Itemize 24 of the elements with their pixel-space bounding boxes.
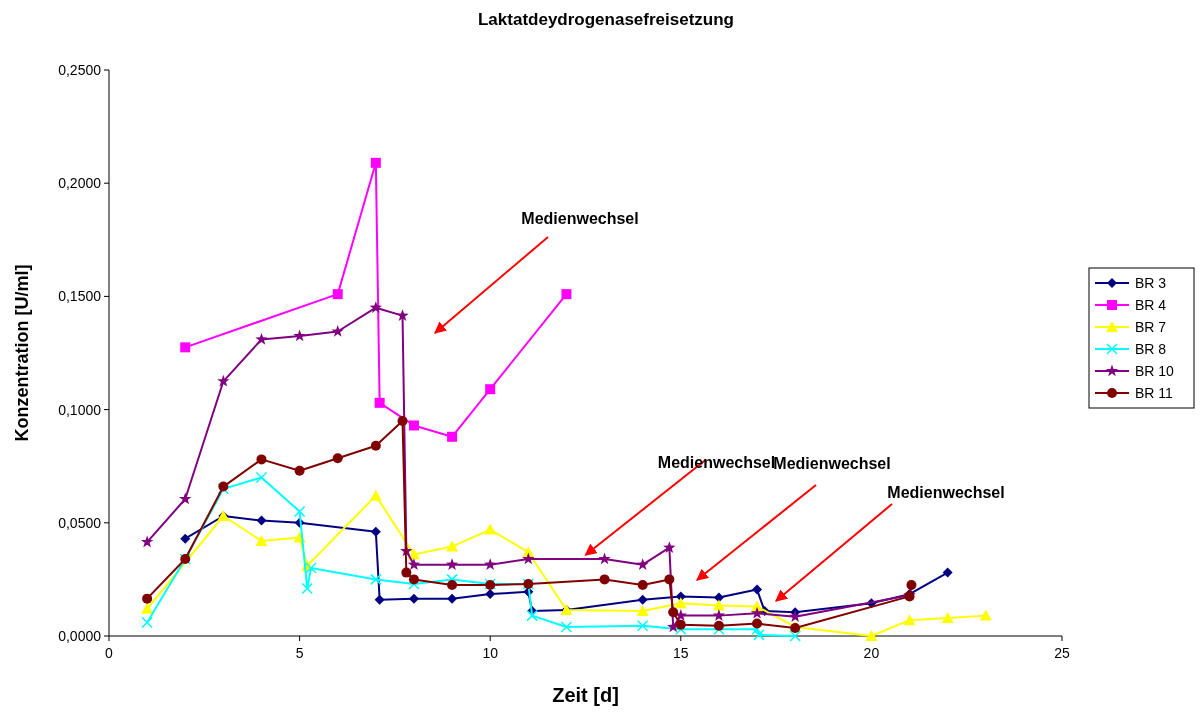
legend-label: BR 3 [1135,274,1167,291]
x-tick-label: 25 [1054,645,1070,661]
legend-label: BR 11 [1135,384,1174,401]
y-tick-label: 0,0000 [58,627,102,644]
x-tick-label: 15 [673,645,689,661]
y-tick-label: 0,1000 [58,401,102,418]
annotation: Medienwechsel [521,209,639,227]
y-axis-title: Konzentration [U/ml] [12,264,32,442]
x-tick-label: 20 [863,645,880,661]
y-tick-label: 0,1500 [58,288,102,305]
chart-title: Laktatdeydrogenasefreisetzung [477,10,735,29]
y-tick-label: 0,2000 [58,175,102,192]
x-tick-label: 5 [295,645,304,661]
annotation: Medienwechsel [773,454,891,472]
annotation: Medienwechsel [887,483,1005,501]
x-tick-label: 0 [105,645,114,661]
x-axis-title: Zeit [d] [552,684,619,706]
legend-label: BR 8 [1135,340,1167,357]
y-tick-label: 0,0500 [58,514,102,531]
legend-label: BR 4 [1135,296,1167,313]
y-tick-label: 0,2500 [58,61,102,78]
x-tick-label: 10 [482,645,499,661]
legend-label: BR 10 [1135,362,1175,379]
legend-label: BR 7 [1135,318,1167,335]
